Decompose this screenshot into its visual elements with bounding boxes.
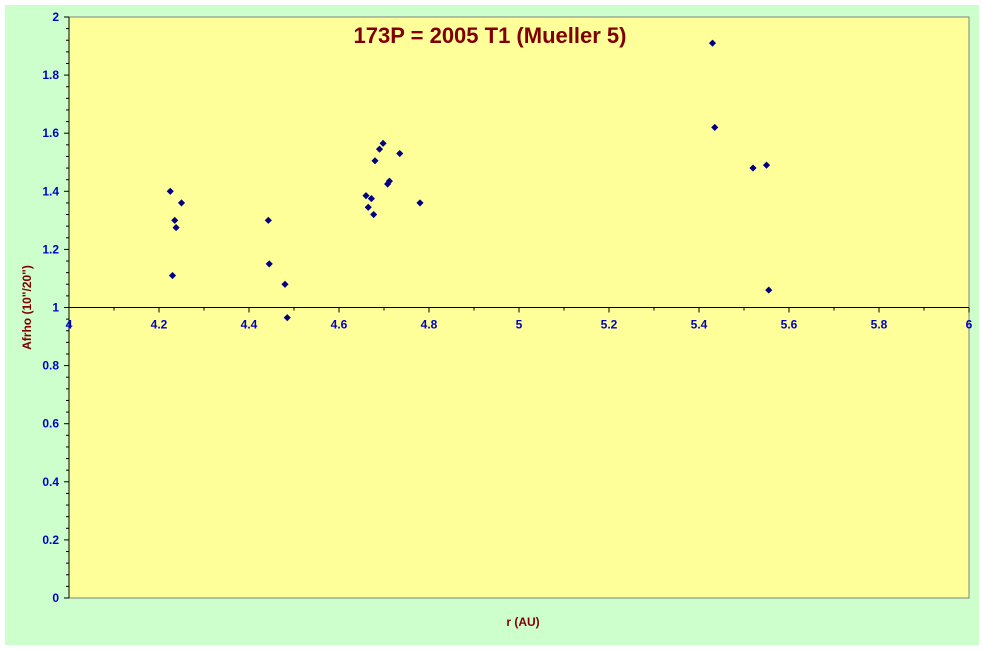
y-tick-label: 1.6 <box>42 126 59 140</box>
data-point <box>749 164 757 172</box>
chart-title: 173P = 2005 T1 (Mueller 5) <box>354 23 627 48</box>
data-point <box>385 177 393 185</box>
data-point <box>416 199 424 207</box>
scatter-chart: 0 0.2 0.4 0.6 0.8 1 1.2 1.4 1.6 1.8 2 4 4.2 4.4 4.6 4.… <box>20 10 973 629</box>
y-axis-ticks: 0 0.2 0.4 0.6 0.8 1 1.2 1.4 1.6 1.8 2 <box>42 10 69 605</box>
data-point <box>166 187 174 195</box>
y-tick-label: 1.8 <box>42 68 59 82</box>
y-tick-label: 0.8 <box>42 359 59 373</box>
x-tick-label: 5.2 <box>601 318 618 332</box>
data-points <box>166 39 773 322</box>
data-point <box>177 199 186 207</box>
data-point <box>765 286 773 294</box>
data-point <box>708 39 717 47</box>
x-tick-label: 5.6 <box>781 318 798 332</box>
x-tick-label: 4.2 <box>151 318 168 332</box>
data-point <box>264 216 272 224</box>
x-tick-label: 5.4 <box>691 318 708 332</box>
x-tick-label: 4.6 <box>331 318 348 332</box>
data-point <box>168 271 177 280</box>
x-axis-title: r (AU) <box>506 615 539 629</box>
x-tick-label: 4.8 <box>421 318 438 332</box>
y-tick-label: 2 <box>52 10 59 24</box>
y-tick-label: 0.2 <box>42 533 59 547</box>
y-axis-title: Afrho (10"/20") <box>20 265 34 350</box>
data-point <box>762 161 771 169</box>
x-tick-label: 5 <box>516 318 523 332</box>
data-point <box>379 139 387 147</box>
chart-frame: 0 0.2 0.4 0.6 0.8 1 1.2 1.4 1.6 1.8 2 4 4.2 4.4 4.6 4.… <box>5 5 979 645</box>
x-tick-label: 5.8 <box>871 318 888 332</box>
x-tick-label: 4.4 <box>241 318 258 332</box>
data-point <box>172 224 180 232</box>
data-point <box>370 210 378 219</box>
data-point <box>711 123 719 131</box>
y-tick-label: 1.4 <box>42 184 59 198</box>
data-point <box>371 157 379 165</box>
data-point <box>396 149 404 158</box>
x-tick-label: 4 <box>66 318 73 332</box>
x-tick-label: 6 <box>966 318 973 332</box>
data-point <box>367 194 375 203</box>
y-tick-label: 1.2 <box>42 242 59 256</box>
x-axis-ticks: 4 4.2 4.4 4.6 4.8 5 5.2 5.4 5.6 5.8 6 <box>66 307 973 332</box>
data-point <box>283 314 291 322</box>
data-point <box>375 145 384 153</box>
y-tick-label: 1 <box>52 301 59 315</box>
data-point <box>171 216 179 224</box>
y-tick-label: 0.6 <box>42 417 59 431</box>
data-point <box>362 192 370 200</box>
data-point <box>265 260 273 268</box>
data-point <box>281 280 289 288</box>
y-tick-label: 0.4 <box>42 475 59 489</box>
data-point <box>364 203 372 211</box>
y-tick-label: 0 <box>52 591 59 605</box>
